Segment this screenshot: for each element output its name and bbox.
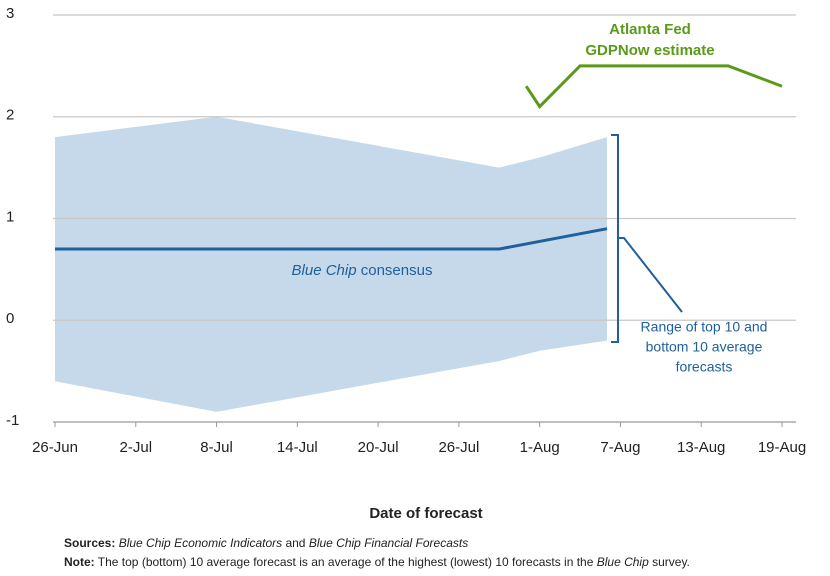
- consensus-label-part: consensus: [357, 262, 433, 279]
- y-tick-label: 1: [6, 208, 14, 225]
- y-tick-label: -1: [6, 412, 19, 429]
- note-text: survey.: [649, 555, 690, 569]
- x-tick-label: 1-Aug: [520, 439, 560, 456]
- range-bracket: [611, 134, 683, 343]
- consensus-label-part: Blue Chip: [292, 262, 357, 279]
- sources-text: Blue Chip Financial Forecasts: [309, 536, 468, 550]
- gdpnow-label: Atlanta Fed: [609, 21, 691, 38]
- note-label: Note:: [64, 555, 95, 569]
- note: Note: The top (bottom) 10 average foreca…: [64, 555, 690, 569]
- x-axis-label: Date of forecast: [369, 505, 482, 522]
- range-label: forecasts: [676, 359, 733, 375]
- sources-label: Sources:: [64, 536, 115, 550]
- x-tick-label: 8-Jul: [200, 439, 233, 456]
- note-text: The top (bottom) 10 average forecast is …: [95, 555, 597, 569]
- series-line: [55, 227, 608, 251]
- plot-area: -1 0 1 2 3 26-Jun 2-Jul 8-Jul 14-Jul 20-Jul 26-Jul…: [6, 5, 806, 522]
- x-tick-label: 19-Aug: [758, 439, 806, 456]
- x-tick-label: 26-Jul: [438, 439, 479, 456]
- x-tick-label: 7-Aug: [600, 439, 640, 456]
- sources-text: and: [282, 536, 309, 550]
- y-tick-label: 3: [6, 5, 14, 22]
- y-tick-label: 2: [6, 107, 14, 124]
- consensus-label: Blue Chip consensus: [292, 262, 433, 279]
- x-tick-label: 14-Jul: [277, 439, 318, 456]
- x-tick-label: 26-Jun: [32, 439, 78, 456]
- x-tick-label: 2-Jul: [120, 439, 153, 456]
- y-tick-label: 0: [6, 310, 14, 327]
- note-text: Blue Chip: [597, 555, 649, 569]
- gdpnow-label: GDPNow estimate: [585, 42, 714, 59]
- sources-text: Blue Chip Economic Indicators: [119, 536, 282, 550]
- range-label: Range of top 10 and: [641, 319, 768, 335]
- x-tick-label: 20-Jul: [358, 439, 399, 456]
- x-tick-label: 13-Aug: [677, 439, 725, 456]
- range-band: [55, 116, 607, 412]
- series-line: [524, 64, 783, 109]
- range-label: bottom 10 average: [646, 339, 763, 355]
- sources: Sources: Blue Chip Economic Indicators a…: [64, 536, 468, 550]
